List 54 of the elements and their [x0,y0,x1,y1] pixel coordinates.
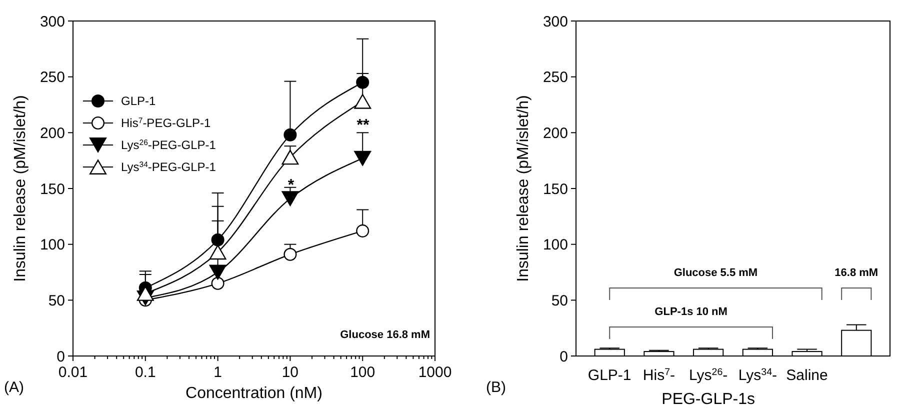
y-axis-title: Insulin release (pM/islet/h) [12,95,29,282]
annotation: Glucose 5.5 mM [674,267,758,279]
x-tick-label: 0.1 [134,364,156,381]
legend-label: GLP-1 [121,94,156,108]
y-tick-label: 300 [40,13,65,30]
point [136,286,154,301]
text: (A) [4,379,24,396]
point [356,224,370,238]
x-tick-label: 10 [282,364,299,381]
annotation: 16.8 mM [834,267,878,279]
annotation: * [288,177,295,194]
y-tick-label: 50 [551,292,568,310]
y-tick-label: 0 [56,348,65,366]
y-tick-label: 200 [40,124,65,142]
point [211,233,224,246]
x-tick-label: 1000 [418,364,452,381]
legend-label: His$^{7}$-PEG-GLP-1 [121,116,212,130]
y-tick-label: 300 [542,13,568,30]
point [282,191,299,206]
x-axis-title: PEG-GLP-1s [662,391,755,408]
point [356,76,370,89]
y-tick-label: 50 [48,292,65,310]
point [284,128,297,142]
point [282,150,299,165]
y-tick-label: 150 [40,180,65,198]
x-tick-label: Saline [786,367,828,384]
point [354,94,372,109]
y-axis-title: Insulin release (pM/islet/h) [515,95,532,282]
y-tick-label: 250 [40,69,65,86]
y-tick-label: 250 [542,69,568,86]
point [211,276,224,290]
y-tick-label: 0 [560,348,568,366]
x-tick-label: 100 [350,364,376,381]
point [209,264,226,280]
x-tick-label: His$^{7}$- [642,366,676,384]
x-axis-title: Concentration (nM) [186,385,322,402]
x-tick-label: 1 [214,364,222,381]
x-tick-label: 0.01 [58,364,88,381]
x-tick-label: GLP-1 [588,367,632,384]
legend-label: Lys$^{34}$-PEG-GLP-1 [121,160,216,174]
x-tick-label: Lys$^{34}$- [738,366,778,384]
y-tick-label: 100 [40,236,65,254]
point [354,150,372,166]
annotation: ** [356,117,370,134]
annotation: Glucose 16.8 mM [340,329,430,341]
point [209,244,226,260]
x-tick-label: Lys$^{26}$- [688,366,728,384]
y-tick-label: 100 [542,236,568,254]
text: (B) [486,379,506,396]
point [284,248,297,261]
annotation: GLP-1s 10 nM [654,306,728,318]
legend-label: Lys$^{26}$-PEG-GLP-1 [121,138,216,152]
y-tick-label: 200 [542,124,568,142]
y-tick-label: 150 [542,180,568,198]
